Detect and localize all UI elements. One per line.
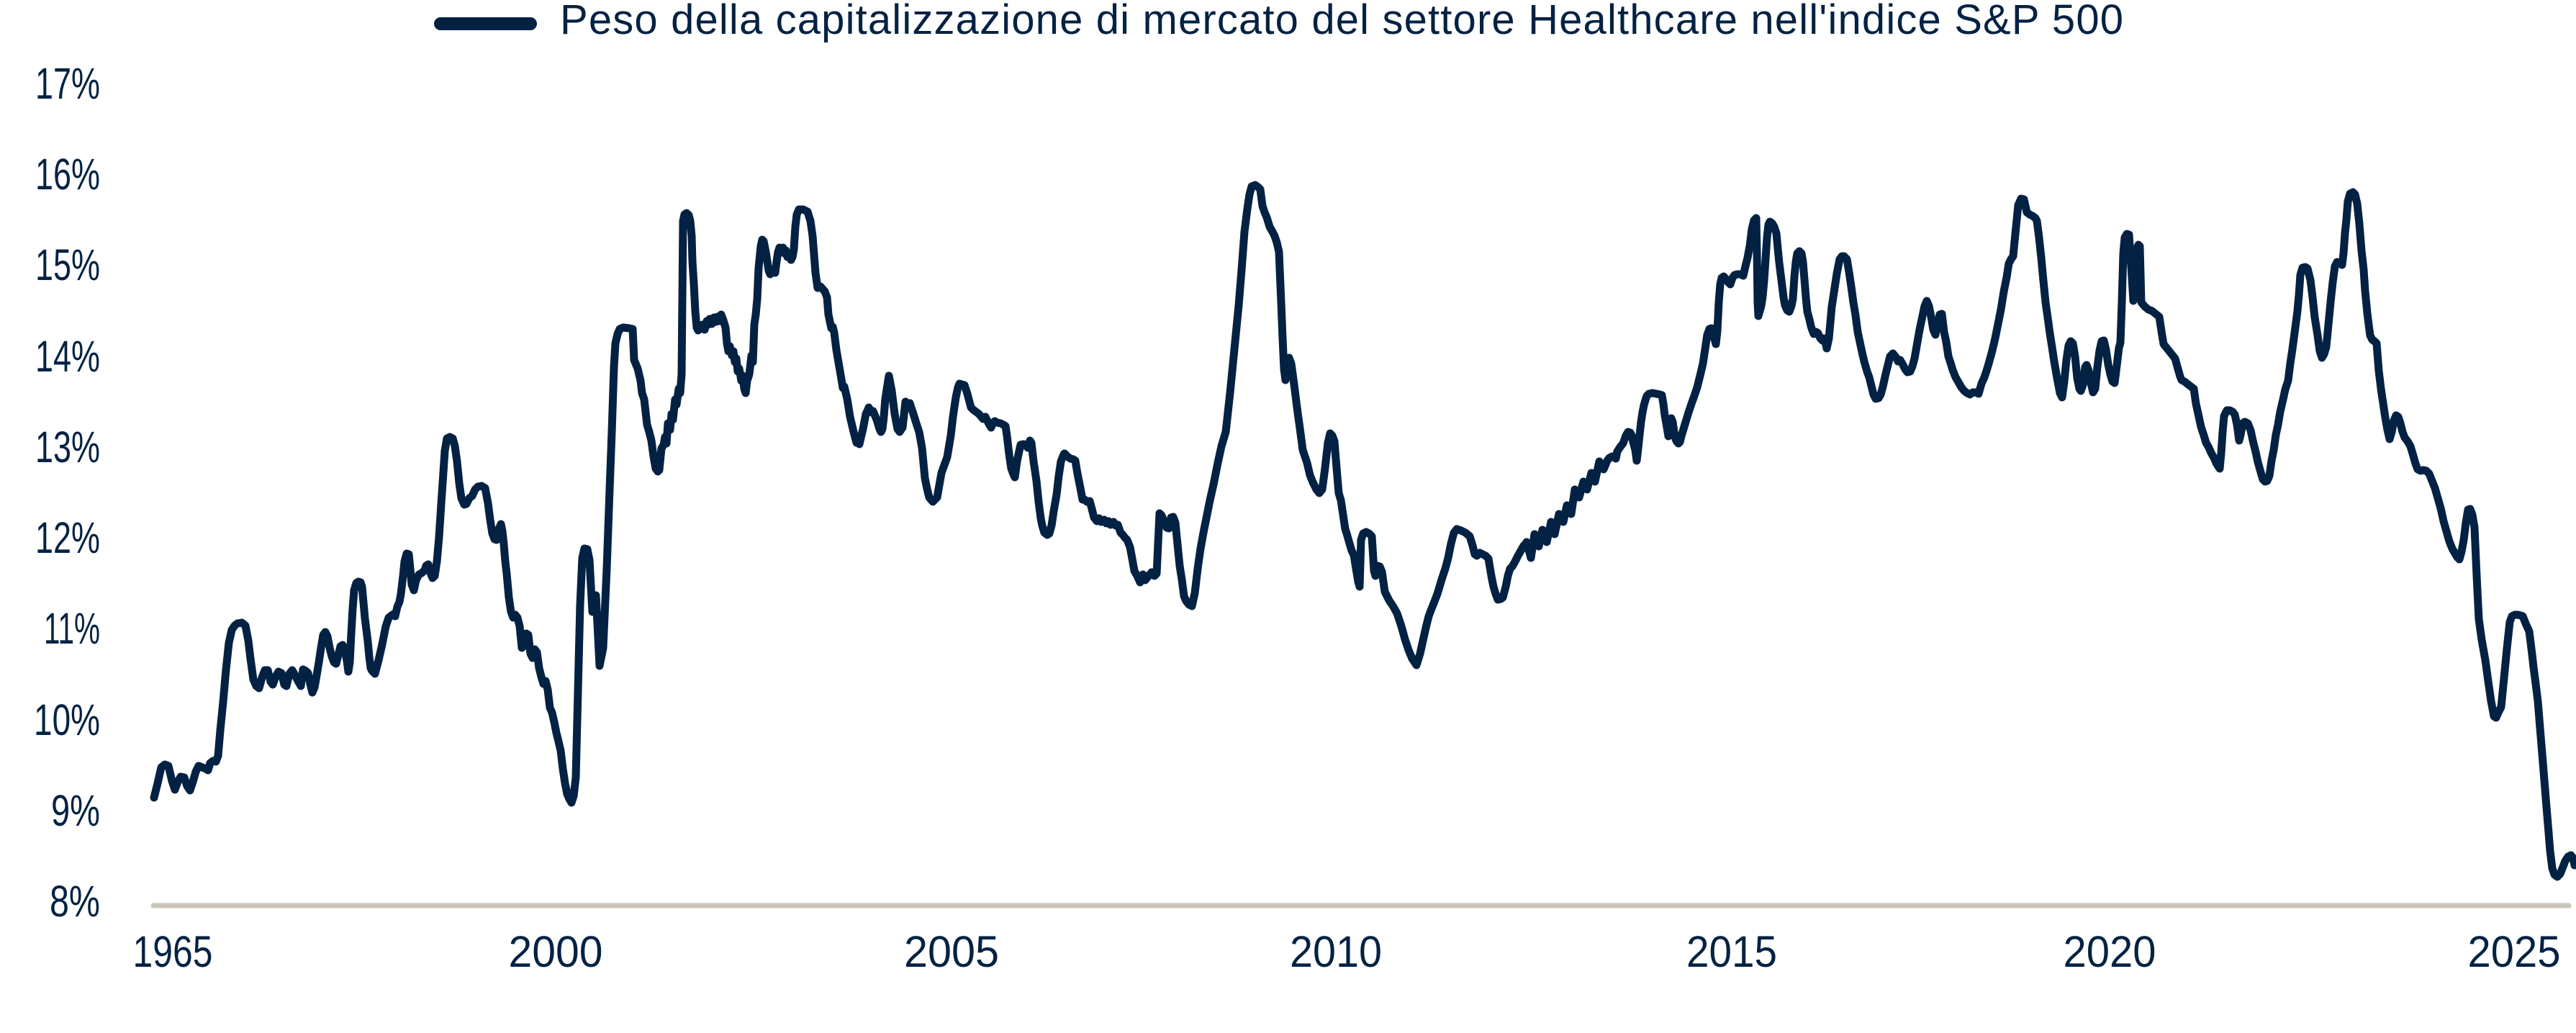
- svg-text:Peso della capitalizzazione di: Peso della capitalizzazione di mercato d…: [560, 0, 2123, 43]
- svg-text:2000: 2000: [509, 927, 603, 976]
- svg-text:17%: 17%: [35, 59, 100, 108]
- svg-text:15%: 15%: [35, 240, 100, 289]
- svg-text:2005: 2005: [904, 927, 999, 976]
- svg-text:16%: 16%: [35, 150, 100, 199]
- svg-text:9%: 9%: [51, 786, 100, 835]
- svg-text:2025: 2025: [2468, 927, 2561, 976]
- svg-text:11%: 11%: [44, 604, 100, 653]
- svg-text:10%: 10%: [34, 695, 100, 744]
- svg-text:2020: 2020: [2064, 927, 2156, 976]
- svg-text:2015: 2015: [1686, 927, 1777, 976]
- svg-text:12%: 12%: [35, 513, 100, 562]
- svg-text:2010: 2010: [1290, 927, 1382, 976]
- svg-text:14%: 14%: [35, 332, 100, 381]
- svg-text:8%: 8%: [50, 877, 100, 926]
- svg-text:1965: 1965: [133, 927, 213, 976]
- svg-text:13%: 13%: [35, 423, 100, 472]
